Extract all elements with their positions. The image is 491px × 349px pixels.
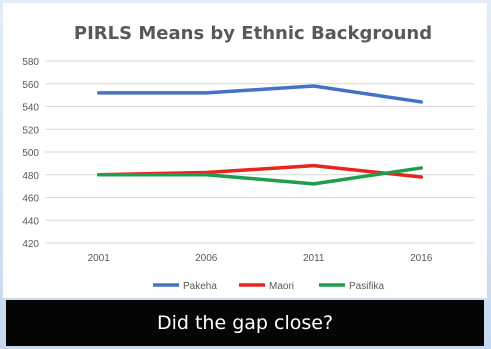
chart-panel: PIRLS Means by Ethnic Background 420 440 4… (3, 3, 487, 298)
y-tick-label: 560 (22, 80, 39, 91)
series-line-pakeha (97, 84, 423, 104)
y-tick-label: 440 (22, 216, 39, 227)
legend: Pakeha Maori Pasifika (153, 281, 384, 292)
y-tick-label: 460 (22, 194, 39, 205)
y-tick-label: 520 (22, 125, 39, 136)
series-lines (97, 84, 423, 186)
x-tick-label: 2001 (88, 253, 111, 264)
x-axis-ticks: 2001 2006 2011 2016 (88, 253, 433, 264)
legend-label-pakeha: Pakeha (183, 281, 217, 292)
x-tick-label: 2016 (410, 253, 433, 264)
x-tick-label: 2011 (303, 253, 325, 264)
y-tick-label: 420 (22, 239, 39, 250)
caption-text: Did the gap close? (156, 312, 334, 334)
y-tick-label: 480 (22, 171, 39, 182)
caption-bar: Did the gap close? (6, 300, 484, 346)
y-tick-label: 580 (22, 57, 39, 68)
legend-label-maori: Maori (269, 281, 294, 292)
line-chart: PIRLS Means by Ethnic Background 4204404… (22, 23, 475, 292)
y-axis-ticks: 420 440 460 480 500 520 540 560 580 (22, 57, 39, 250)
chart-title: PIRLS Means by Ethnic Background (74, 23, 432, 44)
y-tick-label: 500 (22, 148, 39, 159)
y-tick-label: 540 (22, 103, 39, 114)
series-line-pasifika (97, 166, 423, 186)
x-tick-label: 2006 (195, 253, 218, 264)
legend-label-pasifika: Pasifika (349, 281, 384, 292)
